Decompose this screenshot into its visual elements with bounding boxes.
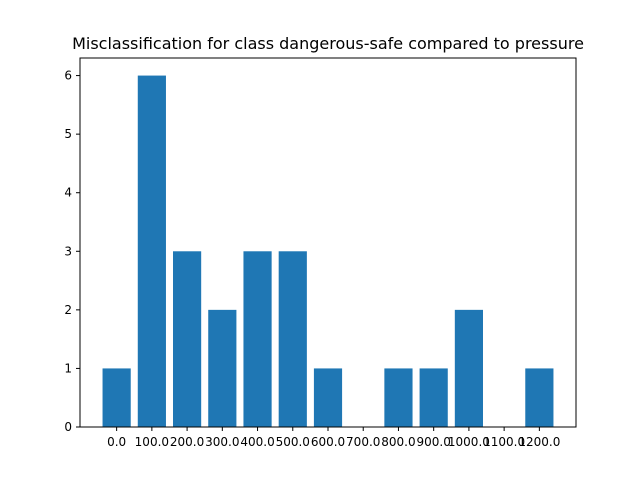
y-tick-label: 0 [64, 420, 72, 434]
y-tick-label: 1 [64, 361, 72, 375]
bars-group [102, 75, 554, 428]
bar-0.0 [102, 368, 131, 427]
x-tick-label: 0.0 [107, 435, 126, 449]
x-tick-label: 500.0 [276, 435, 310, 449]
bar-100.0 [137, 75, 166, 428]
bar-600.0 [313, 368, 343, 427]
y-tick-label: 5 [64, 127, 72, 141]
x-axis: 0.0 100.0 200.0 300.0 400.0 500.0 600.0 700.0 80… [107, 427, 560, 449]
bar-500.0 [278, 251, 307, 427]
bar-200.0 [173, 251, 202, 427]
bar-1200.0 [525, 368, 554, 427]
y-tick-label: 6 [64, 69, 72, 83]
x-tick-label: 200.0 [170, 435, 204, 449]
x-tick-label: 900.0 [417, 435, 451, 449]
y-tick-label: 2 [64, 303, 72, 317]
plot-area-frame [79, 57, 577, 428]
x-tick-label: 600.0 [311, 435, 345, 449]
bar-1000.0 [454, 309, 483, 427]
bar-300.0 [208, 309, 237, 427]
bar-900.0 [419, 368, 448, 427]
x-tick-label: 100.0 [135, 435, 169, 449]
x-tick-label: 1200.0 [518, 435, 560, 449]
x-tick-label: 700.0 [346, 435, 380, 449]
y-tick-label: 4 [64, 186, 72, 200]
x-tick-label: 400.0 [240, 435, 274, 449]
bar-400.0 [243, 251, 272, 427]
y-tick-label: 3 [64, 244, 72, 258]
x-tick-label: 1100.0 [483, 435, 525, 449]
y-axis: 0 1 2 3 4 5 6 [64, 69, 80, 434]
x-tick-label: 1000.0 [448, 435, 490, 449]
chart-title: Misclassification for class dangerous-sa… [72, 34, 584, 53]
x-tick-label: 800.0 [381, 435, 415, 449]
x-tick-label: 300.0 [205, 435, 239, 449]
bar-800.0 [384, 368, 413, 427]
